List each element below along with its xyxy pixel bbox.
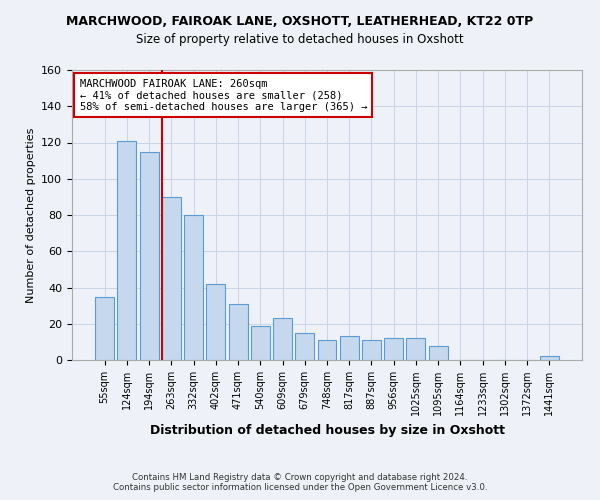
Bar xyxy=(273,318,292,360)
Bar xyxy=(229,304,248,360)
Bar xyxy=(362,340,381,360)
Bar xyxy=(206,284,225,360)
Bar xyxy=(340,336,359,360)
Bar xyxy=(118,140,136,360)
Bar xyxy=(95,296,114,360)
Bar xyxy=(406,338,425,360)
Bar xyxy=(295,333,314,360)
Bar xyxy=(429,346,448,360)
Bar xyxy=(184,215,203,360)
Text: Size of property relative to detached houses in Oxshott: Size of property relative to detached ho… xyxy=(136,32,464,46)
Text: MARCHWOOD, FAIROAK LANE, OXSHOTT, LEATHERHEAD, KT22 0TP: MARCHWOOD, FAIROAK LANE, OXSHOTT, LEATHE… xyxy=(67,15,533,28)
Bar xyxy=(140,152,158,360)
Bar xyxy=(251,326,270,360)
Text: Contains HM Land Registry data © Crown copyright and database right 2024.
Contai: Contains HM Land Registry data © Crown c… xyxy=(113,473,487,492)
Y-axis label: Number of detached properties: Number of detached properties xyxy=(26,128,35,302)
Text: MARCHWOOD FAIROAK LANE: 260sqm
← 41% of detached houses are smaller (258)
58% of: MARCHWOOD FAIROAK LANE: 260sqm ← 41% of … xyxy=(80,78,367,112)
Bar xyxy=(540,356,559,360)
Bar xyxy=(384,338,403,360)
Bar xyxy=(317,340,337,360)
X-axis label: Distribution of detached houses by size in Oxshott: Distribution of detached houses by size … xyxy=(149,424,505,436)
Bar xyxy=(162,197,181,360)
